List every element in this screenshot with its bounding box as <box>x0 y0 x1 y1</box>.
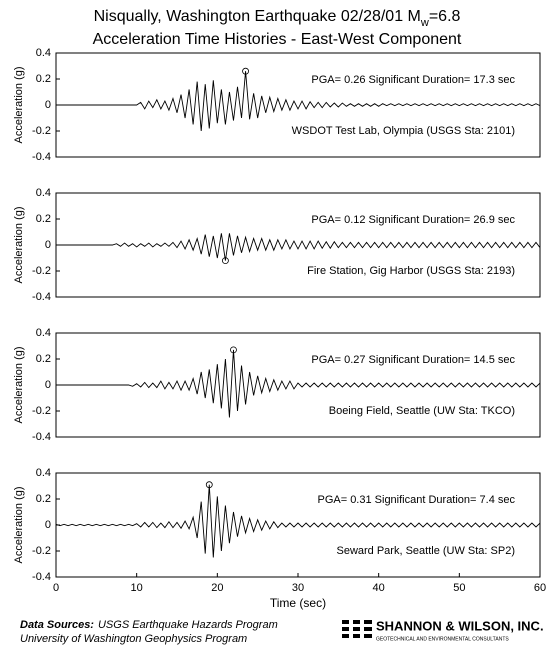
subtitle: Acceleration Time Histories - East-West … <box>93 31 462 48</box>
y-tick-label: 0 <box>45 239 51 251</box>
pga-annotation: PGA= 0.26 Significant Duration= 17.3 sec <box>311 74 515 86</box>
y-tick-label: 0.4 <box>36 327 51 339</box>
y-tick-label: 0.4 <box>36 187 51 199</box>
y-tick-label: -0.2 <box>32 125 51 137</box>
pga-annotation: PGA= 0.27 Significant Duration= 14.5 sec <box>311 354 515 366</box>
logo-icon <box>342 617 372 640</box>
company-tagline: GEOTECHNICAL AND ENVIRONMENTAL CONSULTAN… <box>376 636 509 642</box>
x-tick-label: 50 <box>453 582 465 594</box>
title-suffix: =6.8 <box>429 8 461 25</box>
y-tick-label: -0.2 <box>32 265 51 277</box>
y-axis-label: Acceleration (g) <box>13 206 25 283</box>
y-tick-label: -0.4 <box>32 431 51 443</box>
y-tick-label: 0.4 <box>36 47 51 59</box>
x-tick-label: 0 <box>53 582 59 594</box>
station-annotation: WSDOT Test Lab, Olympia (USGS Sta: 2101) <box>292 125 515 137</box>
plot-frame <box>55 472 541 578</box>
footer-source: University of Washington Geophysics Prog… <box>20 633 247 645</box>
footer-line-1: Data Sources: USGS Earthquake Hazards Pro… <box>20 619 278 631</box>
trace <box>56 233 541 261</box>
y-tick-label: 0 <box>45 379 51 391</box>
title-subscript: w <box>420 17 429 29</box>
trace <box>56 349 541 418</box>
station-annotation: Boeing Field, Seattle (UW Sta: TKCO) <box>329 405 515 417</box>
pga-annotation: PGA= 0.31 Significant Duration= 7.4 sec <box>317 494 515 506</box>
station-annotation: Fire Station, Gig Harbor (USGS Sta: 2193… <box>307 265 515 277</box>
title-main: Nisqually, Washington Earthquake 02/28/0… <box>94 8 421 25</box>
y-tick-label: -0.4 <box>32 571 51 583</box>
peak-marker <box>242 67 249 75</box>
y-axis-label: Acceleration (g) <box>13 346 25 423</box>
x-tick-label: 20 <box>211 582 223 594</box>
title: Nisqually, Washington Earthquake 02/28/0… <box>94 8 461 29</box>
y-tick-label: 0.2 <box>36 353 51 365</box>
y-tick-label: 0.2 <box>36 73 51 85</box>
peak-marker <box>230 346 237 354</box>
pga-annotation: PGA= 0.12 Significant Duration= 26.9 sec <box>311 214 515 226</box>
y-tick-label: -0.4 <box>32 151 51 163</box>
y-tick-label: 0.2 <box>36 213 51 225</box>
y-tick-label: 0 <box>45 99 51 111</box>
y-axis-label: Acceleration (g) <box>13 486 25 563</box>
y-tick-label: -0.4 <box>32 291 51 303</box>
plot-frame <box>55 192 541 298</box>
y-tick-label: 0.2 <box>36 493 51 505</box>
y-tick-label: 0.4 <box>36 467 51 479</box>
peak-marker <box>205 481 213 489</box>
footer-source: USGS Earthquake Hazards Program <box>98 619 278 631</box>
station-annotation: Seward Park, Seattle (UW Sta: SP2) <box>336 545 515 557</box>
trace <box>55 484 541 558</box>
x-axis-label: Time (sec) <box>270 596 326 610</box>
peak-marker <box>221 257 229 265</box>
y-axis-label: Acceleration (g) <box>13 66 25 143</box>
x-tick-label: 60 <box>534 582 546 594</box>
footer-label: Data Sources: <box>20 619 94 631</box>
x-tick-label: 10 <box>131 582 143 594</box>
y-tick-label: -0.2 <box>32 405 51 417</box>
company-name: SHANNON & WILSON, INC. <box>376 618 544 633</box>
x-tick-label: 30 <box>292 582 304 594</box>
y-tick-label: -0.2 <box>32 545 51 557</box>
trace <box>56 71 541 132</box>
y-tick-label: 0 <box>45 519 51 531</box>
x-tick-label: 40 <box>373 582 385 594</box>
